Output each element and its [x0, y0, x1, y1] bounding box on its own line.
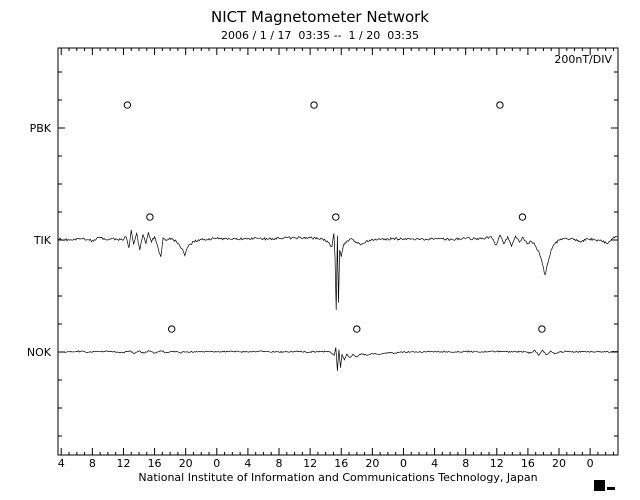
- plot-border: [57, 47, 619, 456]
- x-tick-label: 4: [244, 457, 251, 470]
- x-tick-label: 16: [334, 457, 348, 470]
- x-tick-label: 20: [365, 457, 379, 470]
- x-tick-label: 0: [213, 457, 220, 470]
- x-tick-label: 0: [587, 457, 594, 470]
- x-tick-label: 4: [431, 457, 438, 470]
- x-tick-label: 20: [552, 457, 566, 470]
- noon-marker-nok: [353, 325, 361, 333]
- x-tick-label: 16: [148, 457, 162, 470]
- noon-marker-nok: [167, 325, 176, 333]
- x-tick-label: 12: [303, 457, 317, 470]
- scale-per-division-label: 200nT/DIV: [554, 53, 612, 66]
- noon-marker-tik: [332, 213, 340, 221]
- trace-nok: [58, 347, 618, 372]
- noon-marker-pbk: [123, 101, 132, 109]
- noon-marker-nok: [538, 325, 546, 333]
- noon-marker-pbk: [310, 101, 318, 109]
- station-label-pbk: PBK: [30, 122, 52, 135]
- nict-logo-square: [594, 480, 605, 491]
- noon-marker-pbk: [496, 101, 504, 109]
- x-tick-label: 0: [400, 457, 407, 470]
- x-tick-label: 8: [89, 457, 96, 470]
- institution-caption: National Institute of Information and Co…: [138, 471, 538, 484]
- x-tick-label: 4: [58, 457, 65, 470]
- noon-marker-tik: [518, 213, 527, 221]
- x-tick-label: 8: [276, 457, 283, 470]
- plot-subtitle: 2006 / 1 / 17 03:35 -- 1 / 20 03:35: [221, 29, 419, 42]
- station-label-tik: TIK: [33, 234, 52, 247]
- x-tick-label: 16: [521, 457, 535, 470]
- noon-marker-tik: [146, 213, 154, 221]
- x-tick-label: 12: [490, 457, 504, 470]
- trace-tik: [57, 229, 618, 311]
- nict-logo-mark: [594, 480, 620, 494]
- plot-title: NICT Magnetometer Network: [210, 8, 429, 26]
- x-tick-label: 8: [462, 457, 469, 470]
- x-tick-label: 20: [179, 457, 193, 470]
- nict-logo-text-mark: [607, 487, 615, 490]
- station-label-nok: NOK: [27, 346, 52, 359]
- x-tick-label: 12: [116, 457, 130, 470]
